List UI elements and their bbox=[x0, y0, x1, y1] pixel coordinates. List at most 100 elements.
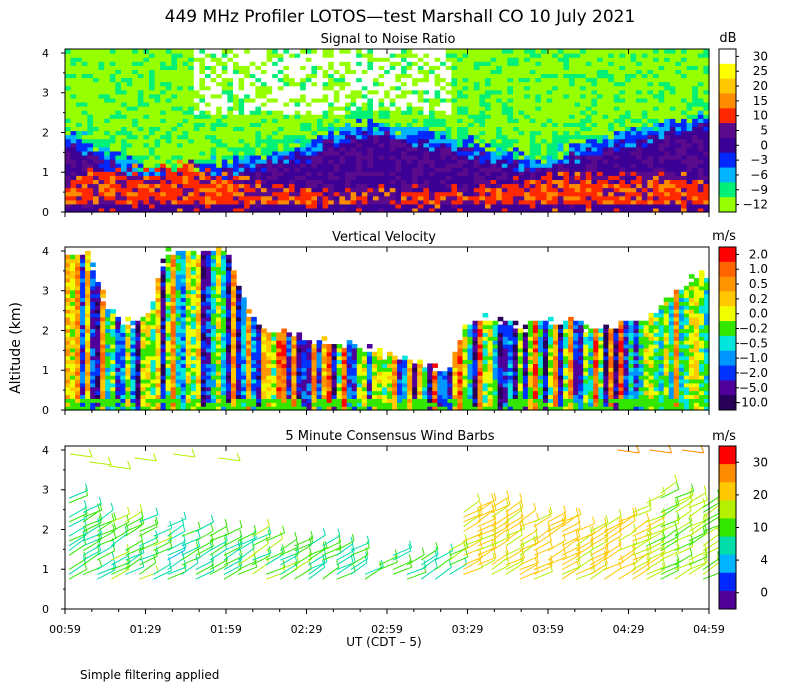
snr-cell bbox=[93, 49, 100, 54]
snr-cell bbox=[664, 179, 671, 185]
velocity-cell bbox=[70, 293, 76, 299]
snr-cell bbox=[389, 65, 396, 70]
snr-cell bbox=[356, 106, 363, 111]
snr-cell bbox=[524, 126, 531, 132]
snr-cell bbox=[373, 167, 380, 172]
snr-cell bbox=[87, 97, 94, 103]
snr-cell bbox=[317, 49, 324, 54]
snr-cell bbox=[261, 57, 268, 62]
snr-cell bbox=[518, 61, 525, 66]
snr-cell bbox=[361, 73, 368, 79]
snr-cell bbox=[98, 73, 105, 79]
snr-cell bbox=[496, 183, 503, 189]
snr-cell bbox=[496, 97, 503, 103]
snr-cell bbox=[468, 85, 475, 91]
velocity-cell bbox=[95, 375, 101, 380]
snr-cell bbox=[221, 85, 228, 91]
snr-cell bbox=[653, 101, 660, 107]
snr-cell bbox=[233, 187, 240, 193]
snr-cell bbox=[378, 179, 385, 185]
snr-cell bbox=[93, 65, 100, 70]
snr-cell bbox=[406, 159, 413, 164]
snr-cell bbox=[389, 114, 396, 119]
snr-cell bbox=[681, 85, 688, 91]
snr-cell bbox=[658, 77, 665, 83]
snr-cell bbox=[373, 118, 380, 123]
snr-cell bbox=[496, 122, 503, 128]
snr-cell bbox=[445, 61, 452, 66]
snr-cell bbox=[289, 154, 296, 160]
snr-cell bbox=[457, 97, 464, 103]
snr-cell bbox=[557, 195, 564, 201]
snr-cell bbox=[65, 97, 72, 103]
snr-cell bbox=[434, 150, 441, 156]
snr-cell bbox=[132, 65, 139, 70]
snr-cell bbox=[255, 89, 262, 95]
snr-cell bbox=[451, 130, 458, 136]
snr-cell bbox=[182, 163, 189, 168]
snr-cell bbox=[619, 130, 626, 136]
snr-cell bbox=[625, 130, 632, 136]
snr-cell bbox=[513, 154, 520, 160]
snr-cell bbox=[507, 122, 514, 128]
snr-cell bbox=[574, 167, 581, 172]
snr-cell bbox=[602, 93, 609, 99]
snr-cell bbox=[692, 134, 699, 140]
snr-cell bbox=[585, 138, 592, 144]
velocity-cell bbox=[100, 340, 106, 345]
snr-cell bbox=[389, 53, 396, 58]
snr-cell bbox=[434, 97, 441, 103]
snr-cell bbox=[328, 159, 335, 164]
snr-cell bbox=[311, 97, 318, 103]
snr-cell bbox=[227, 195, 234, 201]
snr-cell bbox=[569, 163, 576, 168]
velocity-cell bbox=[70, 285, 76, 291]
snr-cell bbox=[109, 167, 116, 172]
snr-cell bbox=[345, 195, 352, 201]
snr-cell bbox=[535, 203, 542, 209]
snr-cell bbox=[216, 101, 223, 107]
snr-cell bbox=[171, 110, 178, 115]
snr-cell bbox=[451, 57, 458, 62]
snr-cell bbox=[65, 118, 72, 123]
snr-cell bbox=[681, 49, 688, 54]
snr-cell bbox=[261, 146, 268, 152]
snr-cell bbox=[126, 130, 133, 136]
snr-cell bbox=[423, 81, 430, 87]
snr-cell bbox=[87, 167, 94, 172]
snr-cell bbox=[686, 163, 693, 168]
snr-cell bbox=[171, 114, 178, 119]
snr-cell bbox=[171, 203, 178, 209]
snr-cell bbox=[65, 122, 72, 128]
snr-cell bbox=[115, 167, 122, 172]
snr-cell bbox=[81, 85, 88, 91]
snr-cell bbox=[490, 126, 497, 132]
snr-cell bbox=[70, 199, 77, 205]
snr-cell bbox=[233, 85, 240, 91]
snr-cell bbox=[165, 207, 172, 213]
snr-cell bbox=[149, 150, 156, 156]
snr-cell bbox=[518, 195, 525, 201]
snr-cell bbox=[546, 203, 553, 209]
snr-cell bbox=[137, 122, 144, 128]
snr-cell bbox=[266, 69, 273, 75]
snr-cell bbox=[485, 191, 492, 197]
snr-cell bbox=[395, 93, 402, 99]
snr-cell bbox=[339, 203, 346, 209]
velocity-cell bbox=[70, 363, 76, 368]
snr-cell bbox=[389, 183, 396, 189]
snr-cell bbox=[602, 207, 609, 213]
snr-cell bbox=[373, 163, 380, 168]
snr-cell bbox=[171, 163, 178, 168]
snr-cell bbox=[557, 199, 564, 205]
snr-cell bbox=[445, 134, 452, 140]
snr-cell bbox=[115, 101, 122, 107]
snr-cell bbox=[529, 134, 536, 140]
snr-cell bbox=[87, 171, 94, 176]
snr-cell bbox=[76, 114, 83, 119]
snr-cell bbox=[109, 57, 116, 62]
snr-cell bbox=[311, 203, 318, 209]
snr-cell bbox=[529, 61, 536, 66]
snr-cell bbox=[473, 138, 480, 144]
snr-cell bbox=[580, 57, 587, 62]
